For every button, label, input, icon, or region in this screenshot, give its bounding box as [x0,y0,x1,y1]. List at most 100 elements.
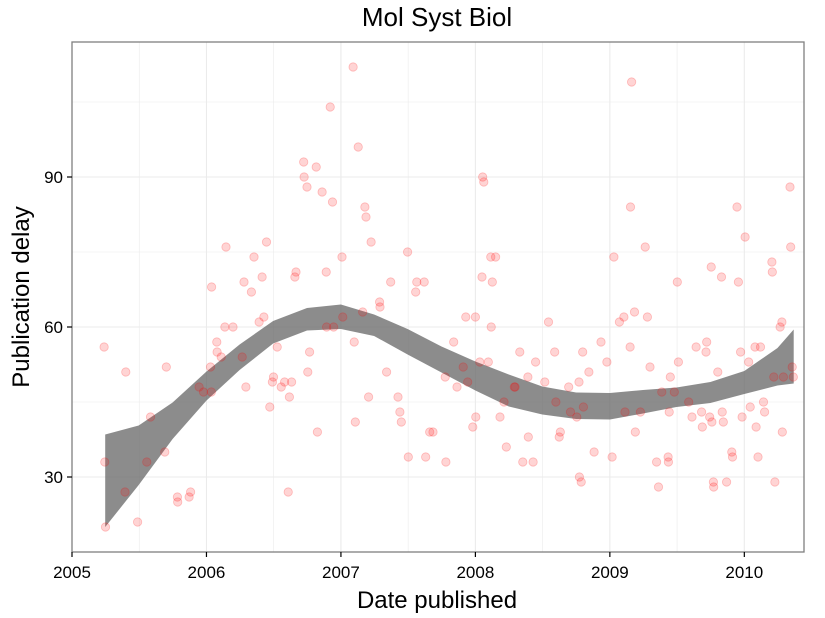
data-point [425,427,435,437]
data-point [727,452,738,462]
data-point [576,477,586,487]
panel-border [71,41,805,553]
x-axis-label: Date published [357,587,517,614]
data-point [267,377,277,387]
data-point [499,397,509,407]
data-point [361,212,371,222]
data-point [100,457,110,467]
data-point [360,202,370,212]
data-point [381,367,392,377]
data-point [510,382,520,392]
data-point [279,377,290,387]
data-point [640,242,650,252]
data-point [767,267,777,277]
data-point [665,372,675,382]
data-point [684,397,694,407]
data-point [572,412,582,422]
data-point [786,242,796,252]
data-point [672,277,682,287]
data-point [403,452,413,462]
data-point [172,492,182,502]
data-point [607,452,617,462]
data-point [284,392,294,402]
y-tick-label: 30 [44,468,63,487]
x-tick-label: 2007 [322,563,360,582]
data-point [261,237,272,247]
data-point [717,407,727,417]
data-point [777,317,787,327]
data-point [337,252,347,262]
data-point [509,382,519,392]
data-point [471,412,481,422]
data-point [758,397,769,407]
data-point [206,387,216,397]
data-point [574,472,585,482]
data-point [237,352,247,362]
data-point [642,312,653,322]
data-point [161,362,171,372]
data-point [338,312,348,322]
data-point [458,362,468,372]
data-point [286,377,297,387]
data-point [358,307,368,317]
x-tick-label: 2005 [53,563,91,582]
x-axis: 2005 2006 2007 2008 2009 2010 [53,552,763,582]
data-point [495,412,505,422]
y-tick-label: 90 [44,168,63,187]
data-point [478,172,488,182]
data-point [205,362,216,372]
data-point [753,452,763,462]
data-point [366,237,376,247]
data-point [246,287,256,297]
data-point [596,337,606,347]
data-point [614,317,625,327]
data-point [283,487,293,497]
data-point [778,372,789,382]
data-point [449,337,459,347]
data-point [374,297,385,307]
data-point [321,267,331,277]
data-point [452,382,462,392]
x-tick-label: 2008 [456,563,494,582]
data-point [402,247,413,257]
data-point [625,202,636,212]
data-point [259,312,269,322]
data-point [626,77,637,87]
data-point [302,182,312,192]
y-axis-label: Publication delay [8,206,35,387]
data-point [486,322,496,332]
data-point [785,182,795,192]
data-point [551,397,561,407]
data-point [737,412,747,422]
plot-panel [71,41,805,553]
data-point [490,252,501,262]
data-point [299,157,309,167]
data-point [620,407,630,417]
data-point [735,347,746,357]
data-point [669,387,679,397]
data-point [186,487,196,497]
data-point [276,382,286,392]
data-point [299,172,309,182]
data-point [750,342,760,352]
data-point [515,347,525,357]
data-point [483,357,493,367]
data-point [441,457,451,467]
data-point [479,177,489,187]
data-point [393,392,403,402]
data-point [184,492,194,502]
data-point [353,142,363,152]
data-point [99,342,109,352]
data-point [777,427,787,437]
data-point [727,447,737,457]
data-point [321,322,332,332]
data-point [486,252,496,262]
data-point [740,232,750,242]
data-point [663,452,673,462]
data-point [664,407,674,417]
data-point [550,347,560,357]
data-point [584,367,594,377]
data-point [272,342,282,352]
data-point [265,402,275,412]
data-point [755,342,766,352]
